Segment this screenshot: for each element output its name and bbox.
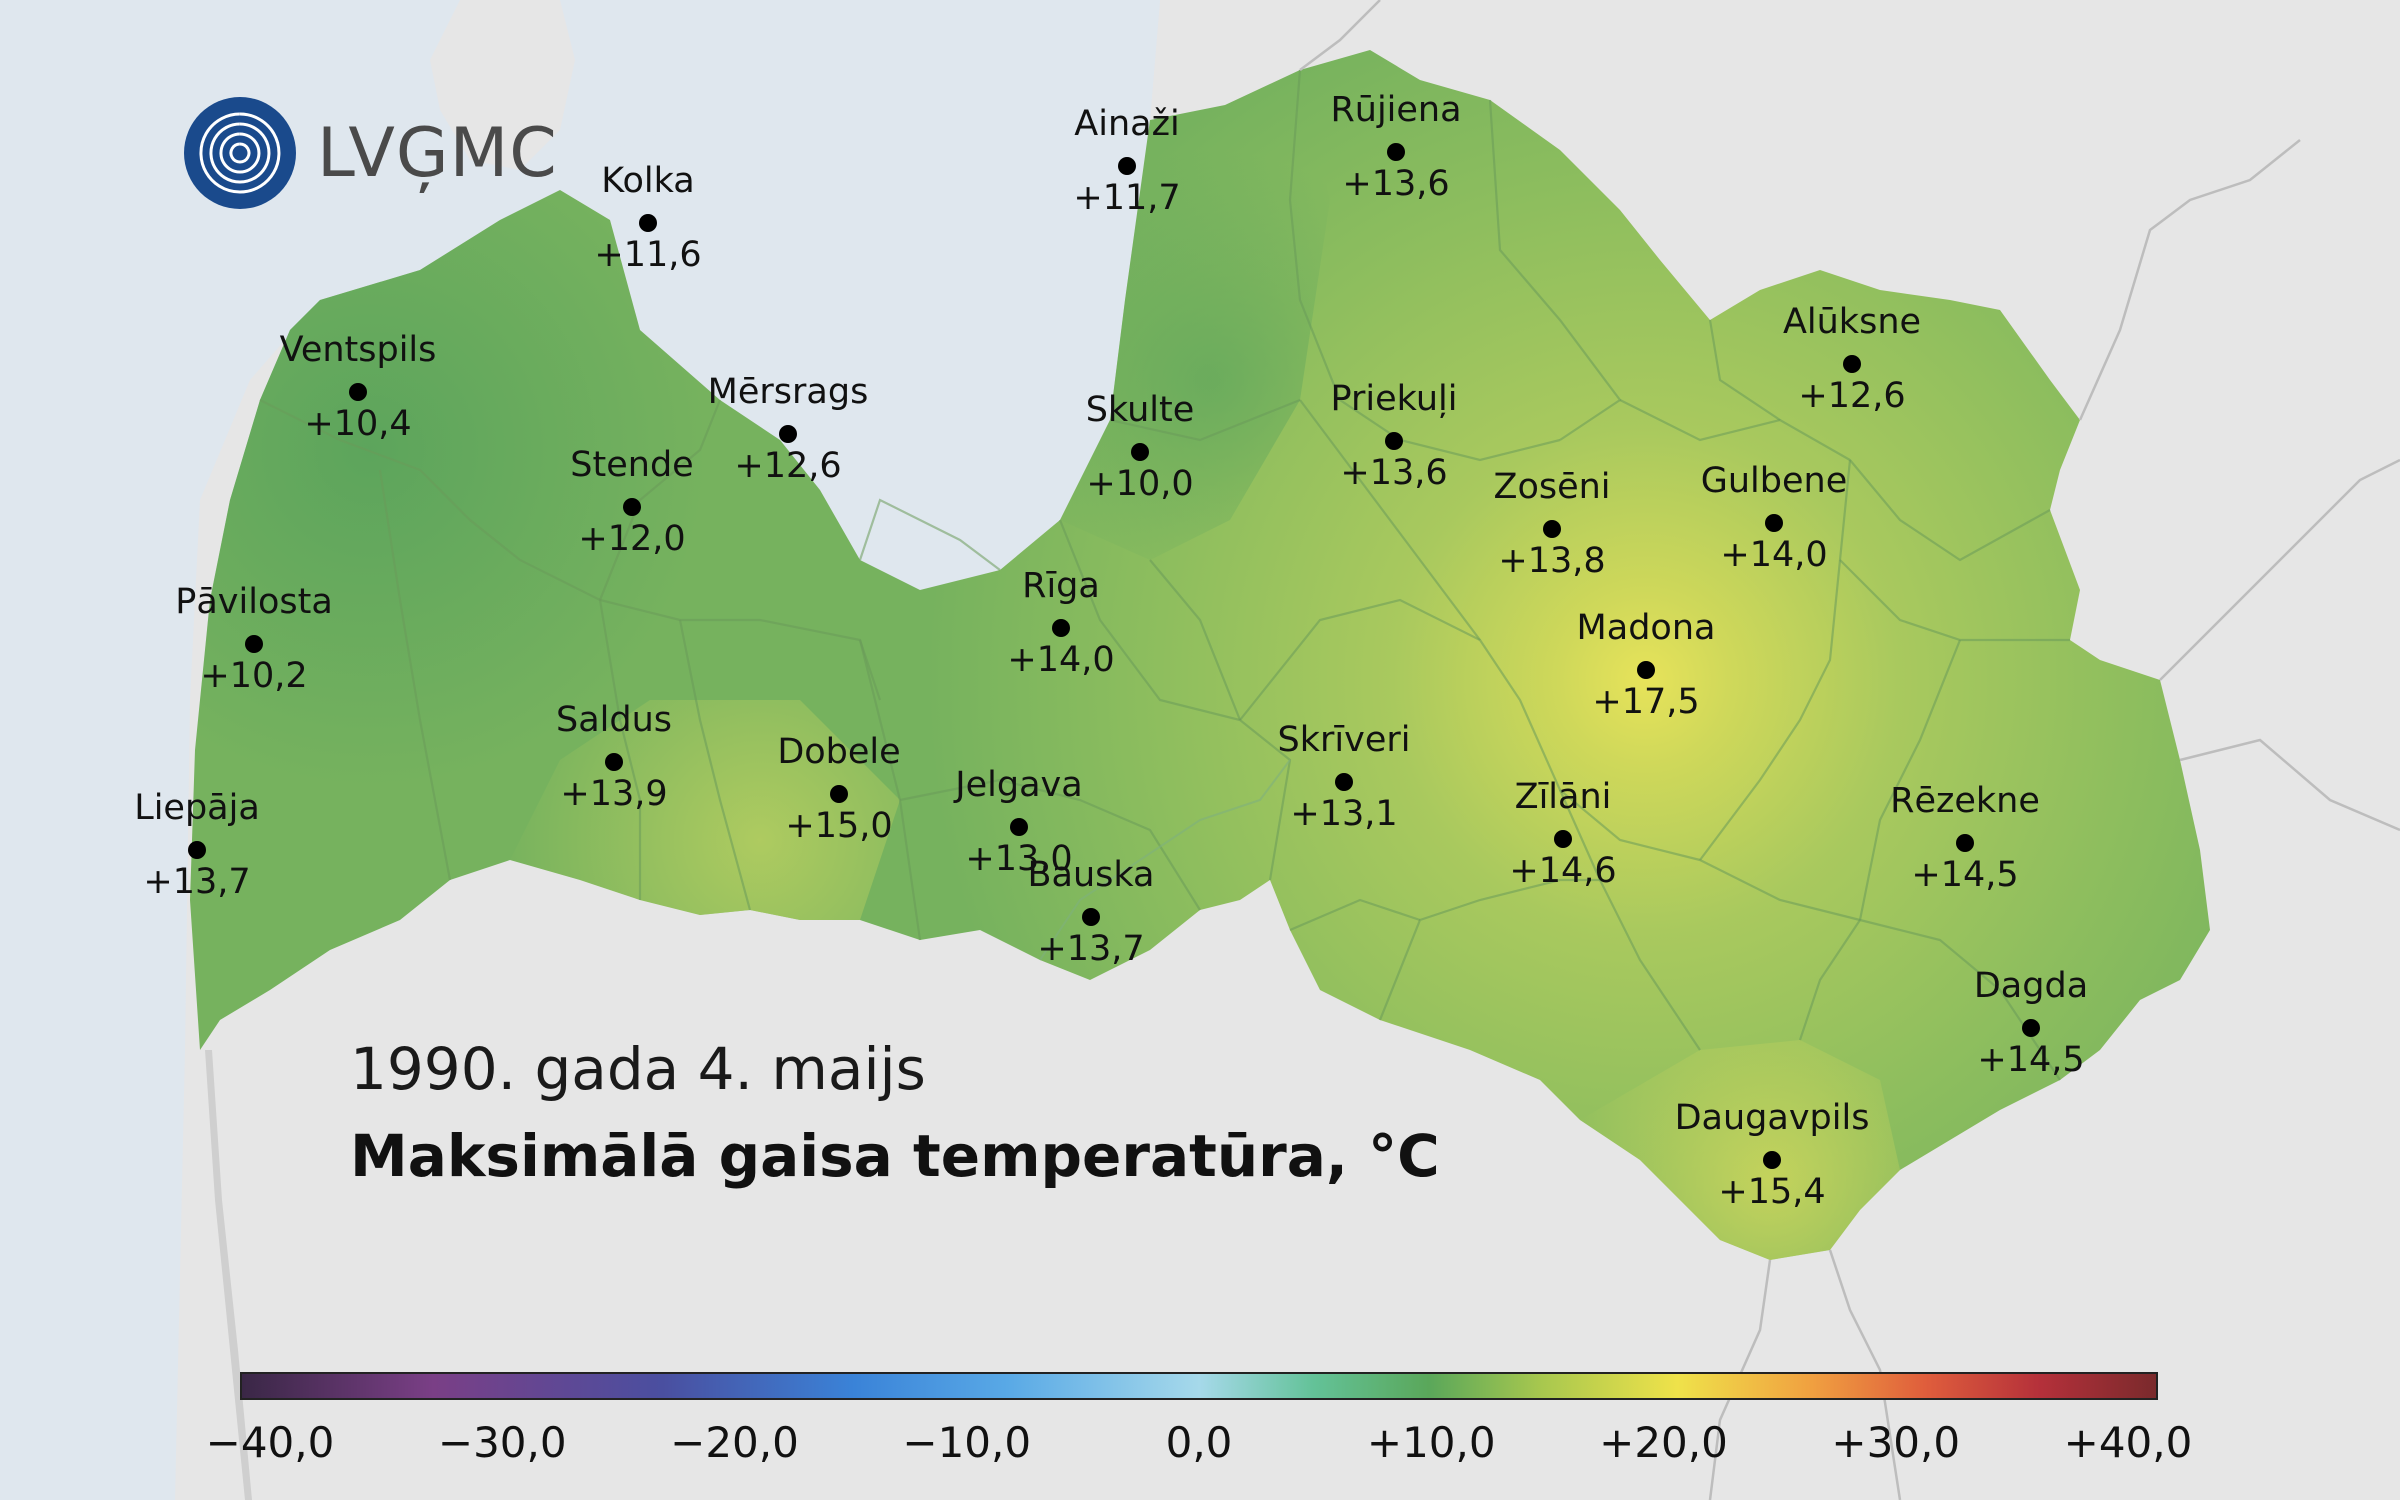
station-dot xyxy=(830,785,848,803)
station-value: +14,0 xyxy=(1007,640,1115,680)
lvgmc-logo-icon xyxy=(184,97,296,209)
station-dot xyxy=(1765,514,1783,532)
station-value: +13,6 xyxy=(1340,453,1448,493)
station-value: +13,0 xyxy=(965,839,1073,879)
station-dot xyxy=(1387,143,1405,161)
station-name: Saldus xyxy=(555,700,673,740)
temperature-colorbar xyxy=(240,1372,2158,1400)
station-dot xyxy=(349,383,367,401)
station-name: Kolka xyxy=(601,161,695,201)
station-dot xyxy=(2022,1019,2040,1037)
station-value: +15,4 xyxy=(1718,1172,1826,1212)
colorbar-tick-label: −40,0 xyxy=(205,1418,335,1467)
station-value: +12,6 xyxy=(1798,376,1906,416)
station-dot xyxy=(1843,355,1861,373)
station-dot xyxy=(1010,818,1028,836)
station-dot xyxy=(1543,520,1561,538)
colorbar-tick-label: −10,0 xyxy=(902,1418,1032,1467)
station-dot xyxy=(1956,834,1974,852)
station-name: Liepāja xyxy=(134,788,260,828)
station-name: Priekuļi xyxy=(1330,379,1458,419)
station-value: +14,0 xyxy=(1720,535,1828,575)
colorbar-tick-label: −30,0 xyxy=(437,1418,567,1467)
station-name: Ainaži xyxy=(1074,104,1180,144)
station-name: Dagda xyxy=(1973,966,2089,1006)
station-name: Rēzekne xyxy=(1890,781,2040,821)
colorbar-tick-label: +10,0 xyxy=(1366,1418,1496,1467)
station-dot xyxy=(1385,432,1403,450)
gulf-of-riga xyxy=(610,0,1160,590)
station-dot xyxy=(779,425,797,443)
station-value: +11,7 xyxy=(1073,178,1181,218)
station-name: Rīga xyxy=(1022,566,1100,606)
station-dot xyxy=(1052,619,1070,637)
logo-text: LVĢMC xyxy=(317,113,558,193)
station-value: +10,2 xyxy=(200,656,308,696)
station-name: Skrīveri xyxy=(1277,720,1411,760)
station-dot xyxy=(188,841,206,859)
station-value: +15,0 xyxy=(785,806,893,846)
station-name: Zosēni xyxy=(1493,467,1611,507)
station-value: +11,6 xyxy=(594,235,702,275)
station-dot xyxy=(1131,443,1149,461)
station-dot xyxy=(1118,157,1136,175)
station-value: +14,5 xyxy=(1911,855,2019,895)
station-dot xyxy=(1335,773,1353,791)
station-value: +14,6 xyxy=(1509,851,1617,891)
station-dot xyxy=(1082,908,1100,926)
station-name: Alūksne xyxy=(1782,302,1922,342)
station-value: +13,6 xyxy=(1342,164,1450,204)
station-value: +10,4 xyxy=(304,404,412,444)
colorbar-tick-label: +30,0 xyxy=(1831,1418,1961,1467)
station-name: Ventspils xyxy=(279,330,437,370)
station-dot xyxy=(623,498,641,516)
station-name: Gulbene xyxy=(1700,461,1848,501)
station-value: +13,7 xyxy=(1037,929,1145,969)
station-value: +14,5 xyxy=(1977,1040,2085,1080)
station-name: Zīlāni xyxy=(1514,777,1612,817)
station-dot xyxy=(639,214,657,232)
station-dot xyxy=(1554,830,1572,848)
station-name: Stende xyxy=(570,445,694,485)
station-dot xyxy=(605,753,623,771)
station-value: +13,1 xyxy=(1290,794,1398,834)
station-name: Bauska xyxy=(1027,855,1155,895)
station-name: Rūjiena xyxy=(1330,90,1462,130)
map-title: Maksimālā gaisa temperatūra, °C xyxy=(350,1122,1440,1190)
saaremaa-island xyxy=(430,0,575,170)
station-value: +12,6 xyxy=(734,446,842,486)
station-value: +12,0 xyxy=(578,519,686,559)
station-dot xyxy=(245,635,263,653)
station-value: +10,0 xyxy=(1086,464,1194,504)
latvia-territory xyxy=(190,50,2210,1260)
station-value: +13,8 xyxy=(1498,541,1606,581)
station-dot xyxy=(1763,1151,1781,1169)
station-name: Pāvilosta xyxy=(175,582,333,622)
colorbar-tick-label: −20,0 xyxy=(670,1418,799,1467)
station-name: Daugavpils xyxy=(1674,1098,1870,1138)
station-name: Mērsrags xyxy=(707,372,869,412)
station-name: Jelgava xyxy=(955,765,1083,805)
station-value: +17,5 xyxy=(1592,682,1700,722)
station-value: +13,9 xyxy=(560,774,668,814)
colorbar-tick-label: +40,0 xyxy=(2063,1418,2193,1467)
station-name: Skulte xyxy=(1085,390,1195,430)
date-title: 1990. gada 4. maijs xyxy=(350,1035,926,1103)
station-name: Dobele xyxy=(777,732,901,772)
station-name: Madona xyxy=(1576,608,1716,648)
colorbar-tick-label: 0,0 xyxy=(1165,1418,1233,1467)
station-dot xyxy=(1637,661,1655,679)
colorbar-tick-label: +20,0 xyxy=(1599,1418,1728,1467)
lvgmc-logo: LVĢMC xyxy=(183,96,558,210)
station-value: +13,7 xyxy=(143,862,251,902)
